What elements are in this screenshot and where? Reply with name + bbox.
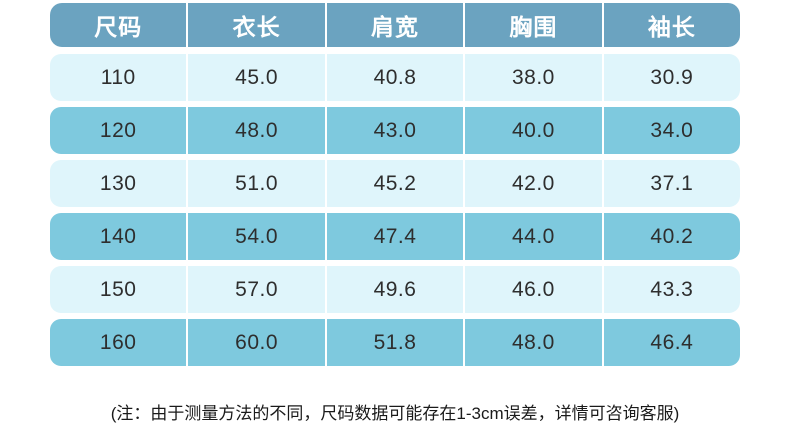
cell-chest: 44.0: [465, 213, 604, 260]
table-row: 140 54.0 47.4 44.0 40.2: [50, 213, 740, 260]
cell-shoulder-width: 45.2: [327, 160, 466, 207]
cell-size: 140: [50, 213, 189, 260]
cell-size: 130: [50, 160, 189, 207]
cell-chest: 42.0: [465, 160, 604, 207]
cell-chest: 48.0: [465, 319, 604, 366]
cell-chest: 38.0: [465, 54, 604, 101]
table-row: 160 60.0 51.8 48.0 46.4: [50, 319, 740, 366]
cell-sleeve-length: 43.3: [650, 277, 694, 301]
column-header-sleeve-length: 袖长: [647, 14, 696, 40]
cell-size: 120: [50, 107, 189, 154]
cell-size: 110: [50, 54, 189, 101]
cell-sleeve-length: 34.0: [650, 118, 694, 142]
cell-sleeve-length: 37.1: [650, 171, 694, 195]
cell-garment-length: 57.0: [188, 266, 327, 313]
table-row: 110 45.0 40.8 38.0 30.9: [50, 54, 740, 101]
table-row: 130 51.0 45.2 42.0 37.1: [50, 160, 740, 207]
cell-size: 150: [50, 266, 189, 313]
measurement-disclaimer-note: (注：由于测量方法的不同，尺码数据可能存在1-3cm误差，详情可咨询客服): [110, 404, 680, 423]
table-row: 120 48.0 43.0 40.0 34.0: [50, 107, 740, 154]
cell-shoulder-width: 49.6: [327, 266, 466, 313]
column-header-garment-length: 衣长: [188, 3, 327, 47]
cell-shoulder-width: 47.4: [327, 213, 466, 260]
column-header-shoulder-width: 肩宽: [327, 3, 466, 47]
table-row: 150 57.0 49.6 46.0 43.3: [50, 266, 740, 313]
cell-garment-length: 51.0: [188, 160, 327, 207]
cell-sleeve-length: 30.9: [650, 65, 694, 89]
size-chart-table: 尺码 衣长 肩宽 胸围 袖长 110 45.0 40.8 38.0 30.9 1…: [50, 3, 740, 372]
cell-garment-length: 54.0: [188, 213, 327, 260]
cell-garment-length: 60.0: [188, 319, 327, 366]
cell-size: 160: [50, 319, 189, 366]
table-header-row: 尺码 衣长 肩宽 胸围 袖长: [50, 3, 740, 47]
column-header-size: 尺码: [50, 3, 189, 47]
cell-chest: 46.0: [465, 266, 604, 313]
cell-sleeve-length: 46.4: [650, 330, 694, 354]
cell-garment-length: 45.0: [188, 54, 327, 101]
cell-shoulder-width: 43.0: [327, 107, 466, 154]
column-header-chest: 胸围: [465, 3, 604, 47]
cell-sleeve-length: 40.2: [650, 224, 694, 248]
cell-shoulder-width: 40.8: [327, 54, 466, 101]
cell-shoulder-width: 51.8: [327, 319, 466, 366]
cell-chest: 40.0: [465, 107, 604, 154]
cell-garment-length: 48.0: [188, 107, 327, 154]
